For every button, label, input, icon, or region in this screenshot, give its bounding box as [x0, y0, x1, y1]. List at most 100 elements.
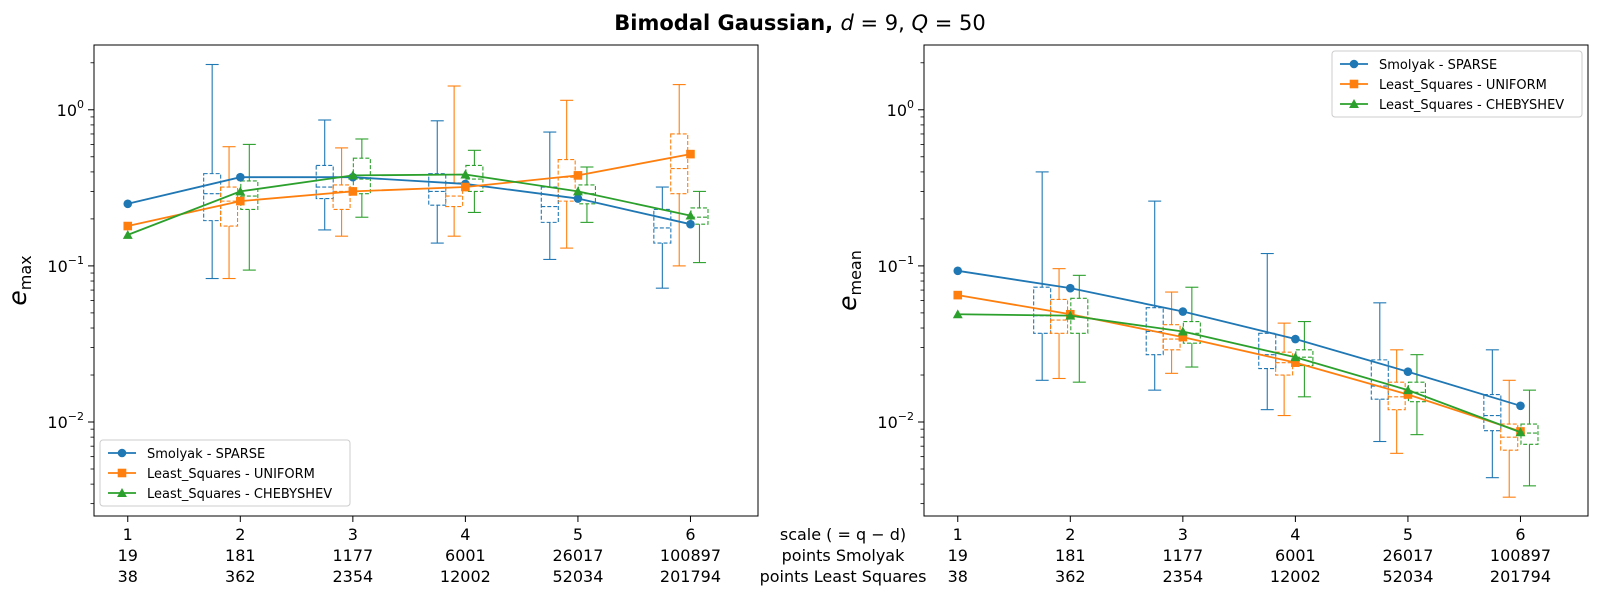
data-point — [1177, 326, 1188, 336]
box-body — [540, 186, 559, 223]
points-smolyak-label: points Smolyak — [782, 546, 905, 565]
points-least-squares-label: points Least Squares — [760, 567, 927, 586]
x-tick-points-smolyak: 19 — [948, 546, 968, 565]
data-point — [1403, 367, 1413, 377]
x-tick-points-ls: 52034 — [552, 567, 603, 586]
box-body — [653, 208, 672, 244]
y-tick-exp: −1 — [68, 254, 84, 267]
x-tick-points-ls: 201794 — [1490, 567, 1551, 586]
x-tick-points-smolyak: 6001 — [1275, 546, 1316, 565]
legend-label: Least_Squares - UNIFORM — [1379, 78, 1547, 93]
x-tick-scale: 2 — [235, 525, 245, 544]
data-point — [573, 171, 583, 180]
x-tick-points-ls: 2354 — [1162, 567, 1203, 586]
legend-label: Least_Squares - UNIFORM — [147, 467, 315, 482]
title-q-val: = 50 — [928, 11, 986, 35]
x-tick-scale: 5 — [573, 525, 583, 544]
box-body — [1520, 423, 1539, 445]
data-point — [461, 182, 470, 192]
data-point — [1291, 358, 1300, 367]
x-tick-points-ls: 38 — [118, 567, 138, 586]
data-point — [347, 170, 358, 180]
x-tick-scale: 6 — [1515, 525, 1525, 544]
data-point — [573, 194, 583, 203]
y-minor-ticks — [90, 62, 94, 505]
scale-label: scale ( = q − d) — [780, 525, 906, 544]
series-square — [953, 290, 1525, 436]
y-axis-label-sub: max — [16, 255, 35, 290]
box-body — [315, 164, 334, 200]
data-point — [236, 196, 245, 206]
x-tick-points-ls: 52034 — [1382, 567, 1433, 586]
boxplots-square — [1050, 268, 1519, 498]
y-tick-label: 100 — [887, 98, 914, 120]
y-axis-label-sub: mean — [846, 250, 865, 295]
legend-label: Least_Squares - CHEBYSHEV — [1379, 98, 1564, 113]
legend-item: Least_Squares - CHEBYSHEV — [108, 487, 332, 502]
x-tick-scale: 6 — [685, 525, 695, 544]
y-tick-label: 10−1 — [877, 254, 914, 276]
y-tick-base: 10 — [887, 101, 907, 120]
x-tick-points-smolyak: 100897 — [660, 546, 721, 565]
x-tick-points-ls: 38 — [948, 567, 968, 586]
y-tick-exp: −2 — [898, 410, 914, 423]
x-tick-points-ls: 362 — [225, 567, 256, 586]
box-body — [428, 173, 447, 206]
box-body — [557, 158, 576, 202]
data-point — [953, 266, 963, 276]
x-tick-points-ls: 201794 — [660, 567, 721, 586]
data-point — [123, 221, 133, 231]
legend-item: Smolyak - SPARSE — [1340, 58, 1497, 73]
y-axis-label-base: e — [833, 295, 862, 310]
data-point — [1515, 427, 1526, 437]
data-point — [123, 199, 133, 209]
data-point — [122, 229, 133, 239]
y-tick-base: 10 — [877, 257, 897, 276]
x-tick-scale: 4 — [460, 525, 470, 544]
data-point — [1178, 307, 1188, 316]
legend-marker — [117, 468, 127, 478]
data-point — [686, 149, 695, 159]
box-body — [690, 207, 709, 225]
legend: Smolyak - SPARSE Least_Squares - UNIFORM L… — [1331, 50, 1583, 118]
y-tick-base: 10 — [47, 257, 67, 276]
box-body — [1258, 332, 1277, 370]
data-point — [572, 186, 583, 196]
data-point — [236, 172, 245, 182]
series-circle — [953, 266, 1525, 411]
series-line — [957, 294, 1521, 433]
legend: Smolyak - SPARSE Least_Squares - UNIFORM L… — [99, 439, 351, 507]
y-tick-label: 100 — [57, 98, 84, 120]
title-d-val: = 9, — [854, 11, 912, 35]
box-body — [1483, 393, 1502, 432]
data-point — [235, 186, 246, 196]
series-line — [957, 269, 1521, 407]
y-tick-exp: 0 — [907, 98, 914, 111]
x-tick-points-smolyak: 26017 — [1382, 546, 1433, 565]
legend-box — [99, 439, 351, 507]
y-axis-label: emax — [3, 255, 35, 305]
data-point — [1291, 334, 1300, 344]
legend-box — [1331, 50, 1583, 118]
box-body — [332, 184, 351, 210]
y-tick-base: 10 — [47, 413, 67, 432]
title-d: d — [840, 11, 854, 35]
box-body — [1275, 351, 1294, 376]
title-bold: Bimodal Gaussian, — [614, 11, 840, 35]
y-tick-exp: 0 — [77, 98, 84, 111]
data-point — [1402, 385, 1413, 395]
box-body — [203, 173, 222, 222]
axes-frame — [93, 44, 759, 517]
legend-item: Smolyak - SPARSE — [108, 447, 265, 462]
legend-item: Least_Squares - UNIFORM — [1340, 78, 1547, 93]
legend-marker — [1349, 79, 1359, 89]
data-point — [348, 187, 358, 196]
data-point — [1290, 352, 1301, 362]
box-body — [220, 186, 239, 227]
data-point — [685, 210, 696, 220]
data-point — [952, 309, 963, 319]
x-tick-points-smolyak: 6001 — [445, 546, 486, 565]
x-tick-points-smolyak: 1177 — [332, 546, 373, 565]
x-tick-points-smolyak: 26017 — [552, 546, 603, 565]
